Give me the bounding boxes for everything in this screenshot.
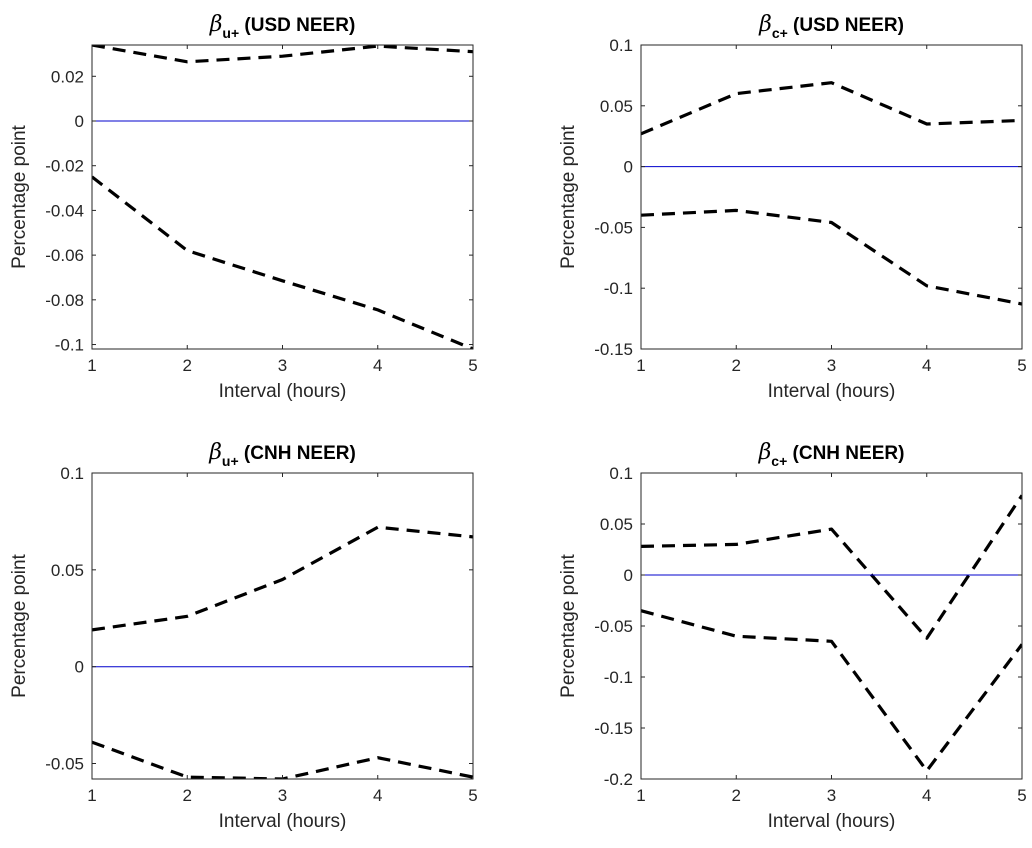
title-rest: (CNH NEER)	[239, 443, 356, 464]
y-tick-label: 0	[624, 566, 633, 585]
x-tick-label: 4	[373, 356, 382, 375]
upper-bound-line	[92, 525, 473, 632]
series-group	[92, 525, 473, 779]
x-tick-label: 4	[922, 786, 931, 805]
y-tick-label: 0.1	[60, 464, 84, 483]
y-tick-label: 0.05	[600, 97, 633, 116]
plot-area	[92, 45, 473, 349]
y-tick-label: -0.06	[45, 246, 84, 265]
title-beta-symbol: β	[758, 440, 772, 465]
y-axis-label: Percentage point	[9, 553, 30, 697]
x-tick-label: 3	[827, 356, 836, 375]
x-tick-label: 2	[183, 786, 192, 805]
panel-beta-u-cnh: 1 2 3 4 5 -0.05 0 0.05 0.1 Interval (hours) Percen…	[9, 440, 478, 832]
title-rest: (CNH NEER)	[787, 443, 904, 464]
y-tick-label: -0.02	[45, 157, 84, 176]
y-tick-label: -0.05	[594, 218, 633, 237]
panel-beta-c-cnh: 1 2 3 4 5 -0.2 -0.15 -0.1 -0.05 0 0.05 0.1 Interval …	[558, 440, 1027, 832]
chart-title: βu+ (USD NEER)	[209, 12, 356, 41]
x-tick-label: 3	[827, 786, 836, 805]
chart-title: βc+ (CNH NEER)	[758, 440, 905, 469]
y-tick-label: -0.2	[604, 770, 633, 789]
y-tick-label: 0	[75, 112, 84, 131]
x-tick-label: 1	[87, 786, 96, 805]
panel-beta-u-usd: 1 2 3 4 5 -0.1 -0.08 -0.06 -0.04 -0.02 0 0.02 Interv…	[9, 12, 478, 402]
y-tick-label: -0.1	[604, 279, 633, 298]
chart-title: βc+ (USD NEER)	[758, 12, 904, 41]
x-axis-label: Interval (hours)	[219, 811, 347, 832]
lower-bound-line	[641, 208, 1022, 306]
y-axis-label: Percentage point	[9, 124, 30, 268]
x-tick-label: 5	[1017, 356, 1026, 375]
y-tick-label: -0.04	[45, 201, 84, 220]
y-axis-label: Percentage point	[558, 124, 579, 268]
y-tick-label: -0.1	[55, 336, 84, 355]
x-axis-label: Interval (hours)	[768, 811, 896, 832]
x-tick-label: 4	[373, 786, 382, 805]
panel-beta-c-usd: 1 2 3 4 5 -0.15 -0.1 -0.05 0 0.05 0.1 Interval (hou…	[558, 12, 1027, 402]
x-tick-label: 1	[636, 786, 645, 805]
title-subscript: u+	[222, 453, 239, 469]
x-tick-label: 1	[87, 356, 96, 375]
title-beta-symbol: β	[758, 12, 772, 37]
x-tick-label: 5	[1017, 786, 1026, 805]
x-axis-label: Interval (hours)	[768, 381, 896, 402]
plot-area	[641, 473, 1022, 779]
x-tick-label: 2	[732, 356, 741, 375]
title-subscript: u+	[222, 25, 239, 41]
x-tick-label: 3	[278, 786, 287, 805]
x-tick-label: 1	[636, 356, 645, 375]
series-group	[641, 81, 1022, 306]
y-tick-label: -0.15	[594, 340, 633, 359]
y-tick-label: 0	[624, 158, 633, 177]
y-tick-label: -0.05	[45, 755, 84, 774]
title-rest: (USD NEER)	[239, 15, 355, 36]
y-axis-label: Percentage point	[558, 553, 579, 697]
y-tick-label: 0.05	[51, 561, 84, 580]
lower-bound-line	[641, 609, 1022, 773]
x-tick-label: 3	[278, 356, 287, 375]
series-group	[92, 45, 473, 349]
y-tick-label: -0.08	[45, 291, 84, 310]
x-axis-label: Interval (hours)	[219, 381, 347, 402]
title-beta-symbol: β	[209, 12, 223, 37]
upper-bound-line	[641, 494, 1022, 640]
series-group	[641, 494, 1022, 773]
x-tick-label: 5	[468, 356, 477, 375]
title-beta-symbol: β	[208, 440, 222, 465]
y-tick-label: -0.05	[594, 617, 633, 636]
y-tick-label: 0.1	[609, 464, 633, 483]
upper-bound-line	[92, 45, 473, 64]
x-tick-label: 2	[732, 786, 741, 805]
y-tick-label: 0.1	[609, 36, 633, 55]
y-tick-label: 0.02	[51, 67, 84, 86]
plot-area	[641, 45, 1022, 349]
lower-bound-line	[92, 175, 473, 349]
y-tick-label: 0.05	[600, 515, 633, 534]
x-tick-label: 4	[922, 356, 931, 375]
y-tick-label: 0	[75, 658, 84, 677]
y-tick-label: -0.1	[604, 668, 633, 687]
x-tick-label: 5	[468, 786, 477, 805]
title-rest: (USD NEER)	[788, 15, 904, 36]
lower-bound-line	[92, 740, 473, 779]
y-tick-label: -0.15	[594, 719, 633, 738]
chart-title: βu+ (CNH NEER)	[208, 440, 356, 469]
title-subscript: c+	[772, 25, 788, 41]
x-tick-label: 2	[183, 356, 192, 375]
title-subscript: c+	[771, 453, 787, 469]
upper-bound-line	[641, 81, 1022, 136]
plot-area	[92, 473, 473, 779]
